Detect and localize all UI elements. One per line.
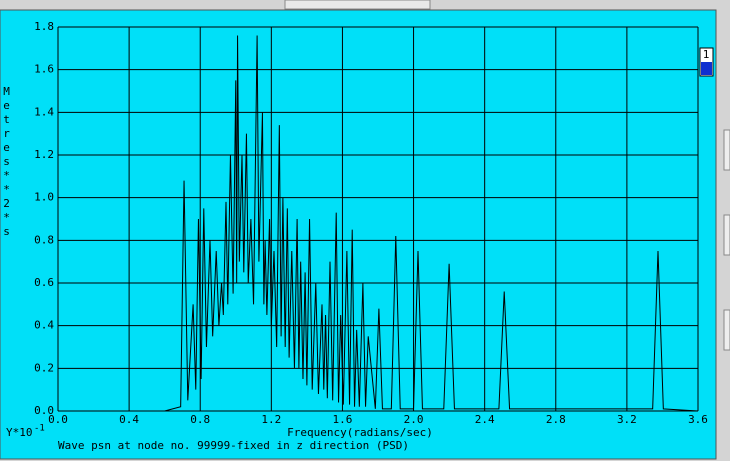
x-tick-label: 2.8 [546, 413, 566, 426]
plot-window [0, 9, 717, 460]
legend-label: 1 [703, 48, 710, 61]
multiplier-exponent: -1 [34, 424, 45, 434]
y-tick-label: 1.0 [34, 191, 54, 204]
legend-swatch [701, 62, 712, 75]
x-tick-label: 1.6 [333, 413, 353, 426]
x-tick-label: 2.4 [475, 413, 495, 426]
x-tick-label: 3.2 [617, 413, 637, 426]
y-tick-label: 1.8 [34, 20, 54, 33]
toolbar[interactable] [284, 0, 431, 10]
side-control[interactable] [723, 309, 730, 351]
psd-line [58, 35, 699, 412]
x-tick-label: 0.4 [119, 413, 139, 426]
x-tick-label: 1.2 [261, 413, 281, 426]
multiplier: Y*10 [6, 426, 33, 439]
caption: Wave psn at node no. 99999-fixed in z di… [58, 439, 409, 452]
y-tick-label: 0.6 [34, 276, 54, 289]
x-tick-label: 0.8 [190, 413, 210, 426]
y-tick-label: 1.4 [34, 105, 54, 118]
x-axis-label: Frequency(radians/sec) [287, 426, 433, 439]
y-axis-label: Metres**2*s [0, 85, 13, 239]
side-control[interactable] [723, 129, 730, 171]
y-tick-label: 0.4 [34, 319, 54, 332]
x-tick-label: 2.0 [404, 413, 424, 426]
y-tick-label: 1.6 [34, 63, 54, 76]
y-tick-label: 0.0 [34, 404, 54, 417]
side-control[interactable] [723, 214, 730, 256]
x-tick-label: 3.6 [688, 413, 708, 426]
y-tick-label: 0.2 [34, 361, 54, 374]
x-tick-label: 0.0 [48, 413, 68, 426]
y-tick-label: 1.2 [34, 148, 54, 161]
y-tick-label: 0.8 [34, 233, 54, 246]
